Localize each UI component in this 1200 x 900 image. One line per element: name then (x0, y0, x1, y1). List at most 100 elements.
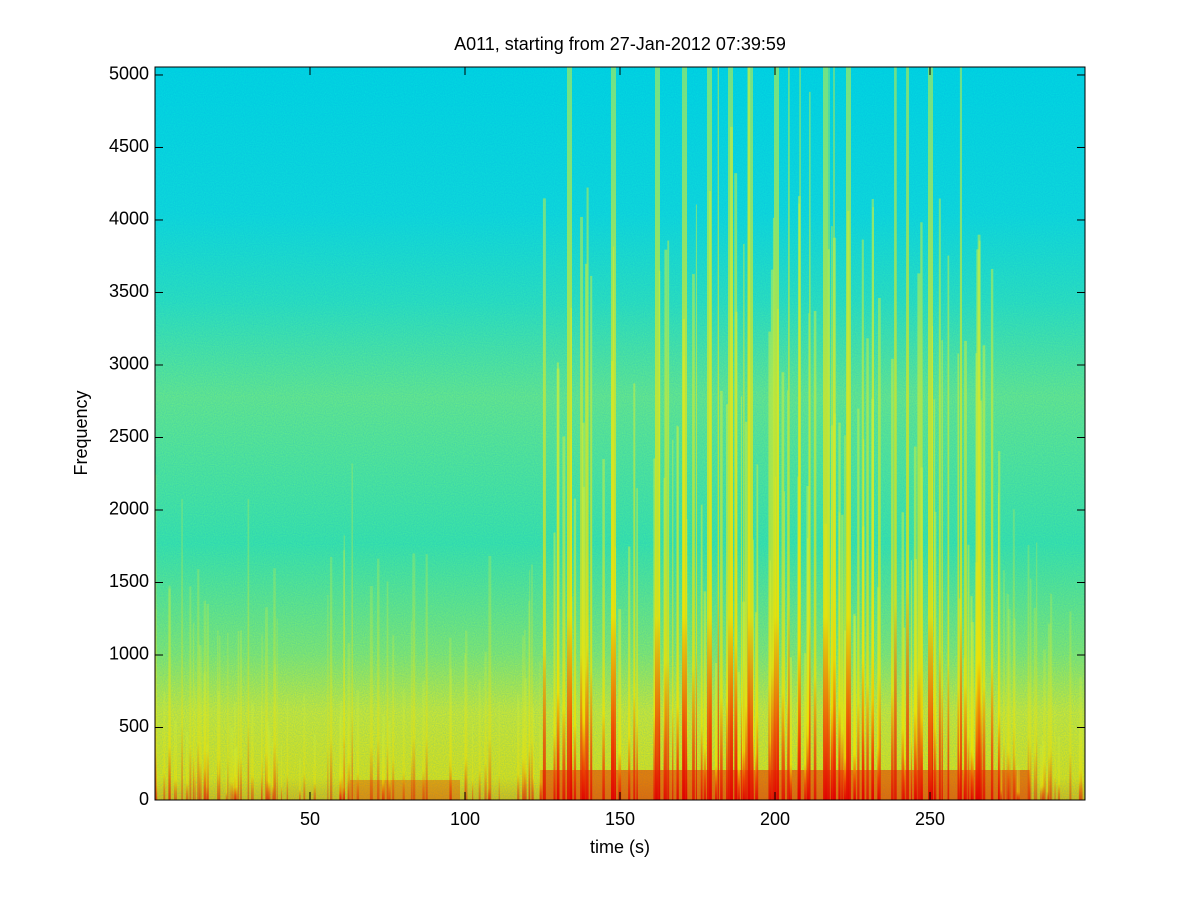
x-tick-label: 150 (605, 809, 635, 829)
texture (168, 585, 171, 800)
y-axis-label: Frequency (71, 390, 91, 475)
texture (410, 621, 412, 800)
x-axis-label: time (s) (590, 837, 650, 857)
texture (844, 630, 847, 800)
texture (556, 368, 560, 800)
texture (1028, 682, 1031, 800)
texture (998, 451, 1001, 800)
texture (567, 67, 572, 800)
texture (1003, 570, 1005, 800)
texture (964, 340, 967, 800)
texture (542, 198, 546, 800)
texture (1017, 767, 1020, 800)
texture (197, 569, 200, 800)
texture (422, 680, 425, 800)
texture (1078, 724, 1081, 800)
texture (381, 733, 384, 800)
texture (329, 556, 333, 800)
texture (853, 615, 856, 800)
texture (809, 91, 811, 800)
texture (532, 707, 535, 800)
y-tick-label: 500 (119, 716, 149, 736)
texture (755, 612, 758, 800)
texture (894, 67, 897, 800)
texture (830, 425, 834, 800)
texture (271, 741, 275, 800)
texture (967, 544, 970, 800)
texture (769, 560, 771, 800)
texture (804, 653, 807, 800)
y-tick-label: 2500 (109, 426, 149, 446)
texture (286, 698, 289, 800)
texture (276, 618, 278, 800)
texture (484, 651, 487, 800)
texture (580, 216, 583, 800)
texture (303, 694, 306, 800)
texture (351, 463, 353, 800)
texture (327, 594, 329, 800)
texture (979, 400, 983, 800)
texture (189, 586, 192, 800)
texture (813, 310, 817, 800)
texture (233, 748, 237, 800)
texture (934, 511, 937, 800)
texture (827, 249, 830, 800)
y-tick-label: 3500 (109, 281, 149, 301)
texture (342, 748, 345, 800)
texture (386, 581, 389, 800)
texture (878, 298, 881, 800)
texture (1046, 764, 1049, 800)
texture (752, 539, 754, 800)
texture (206, 604, 209, 800)
texture (781, 372, 785, 800)
texture (700, 504, 703, 800)
texture (412, 553, 416, 800)
texture (1000, 757, 1003, 800)
texture (562, 436, 566, 800)
texture (871, 398, 874, 800)
x-tick-label: 100 (450, 809, 480, 829)
texture (676, 425, 678, 800)
texture (832, 237, 836, 800)
texture (498, 700, 500, 800)
texture (450, 668, 452, 800)
texture (388, 720, 391, 800)
texture (1054, 706, 1056, 800)
texture (1036, 542, 1038, 800)
texture (846, 67, 851, 800)
texture (343, 550, 345, 800)
texture (920, 467, 923, 800)
texture (1027, 545, 1030, 800)
texture (997, 492, 999, 800)
texture (268, 730, 271, 800)
texture (235, 746, 238, 800)
texture (586, 187, 589, 800)
texture (1043, 649, 1046, 800)
texture (250, 702, 254, 800)
texture (707, 67, 712, 800)
texture (774, 67, 779, 800)
y-tick-label: 0 (139, 789, 149, 809)
texture (976, 249, 980, 800)
texture (261, 634, 263, 800)
texture (518, 697, 520, 800)
y-tick-label: 2000 (109, 499, 149, 519)
texture (618, 609, 622, 800)
texture (582, 486, 586, 800)
chart-title: A011, starting from 27-Jan-2012 07:39:59 (454, 34, 786, 54)
texture (783, 491, 785, 800)
texture (185, 732, 189, 800)
texture (260, 705, 263, 800)
texture (237, 631, 240, 800)
texture (717, 67, 719, 800)
texture (744, 421, 748, 800)
texture (947, 255, 950, 800)
y-tick-label: 4000 (109, 209, 149, 229)
texture (742, 601, 746, 800)
texture (636, 488, 638, 800)
x-tick-label: 250 (915, 809, 945, 829)
texture (667, 240, 670, 800)
texture (734, 173, 738, 800)
texture (356, 690, 360, 800)
y-tick-label: 1500 (109, 571, 149, 591)
